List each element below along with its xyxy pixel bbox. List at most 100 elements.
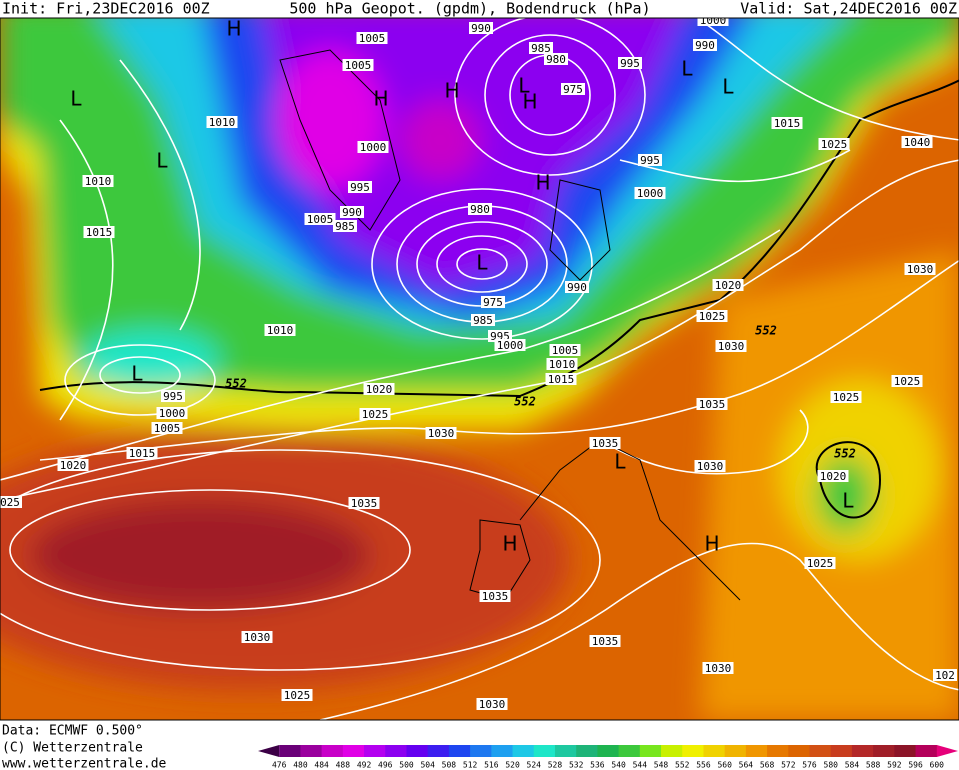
colorbar-cell <box>597 745 620 757</box>
field-low-west <box>80 330 220 390</box>
colorbar-label: 556 <box>696 761 711 770</box>
isobar-label-box <box>356 32 388 44</box>
colorbar-cell <box>915 745 938 757</box>
isobar-label: 990 <box>471 22 491 35</box>
init-time: Init: Fri,23DEC2016 00Z <box>2 0 210 18</box>
colorbar-cell <box>364 745 386 757</box>
isobar-label-box <box>469 22 493 34</box>
isobar-label-box <box>771 117 803 129</box>
isobar-label-box <box>348 181 372 193</box>
isobar-label: 1020 <box>60 459 87 472</box>
pressure-center: L <box>842 489 854 513</box>
isobar-label-box <box>933 669 957 681</box>
colorbar-label: 548 <box>654 761 669 770</box>
colorbar-label: 492 <box>357 761 372 770</box>
colorbar-label: 500 <box>399 761 414 770</box>
isobar-label-box <box>561 83 585 95</box>
isobar-label-box <box>589 437 621 449</box>
isobar-label-box <box>241 631 273 643</box>
isobar-label: 1030 <box>907 263 934 276</box>
isobar-label-box <box>634 187 666 199</box>
isobar-label: 990 <box>567 281 587 294</box>
colorbar-cell <box>661 745 683 757</box>
isobar-label: 1030 <box>244 631 271 644</box>
footer-data: Data: ECMWF 0.500° <box>2 724 143 739</box>
map-labels: 1005100510101000995990100598598099097598… <box>0 17 957 711</box>
isobar-label-box <box>715 340 747 352</box>
isobar-label-box <box>696 310 728 322</box>
map-title: 500 hPa Geopot. (gpdm), Bodendruck (hPa) <box>289 0 650 18</box>
colorbar-cell <box>300 745 323 757</box>
colorbar-cell <box>448 745 471 757</box>
colorbar-label: 600 <box>930 761 945 770</box>
isobar-label-box <box>693 39 717 51</box>
colorbar-label: 568 <box>760 761 775 770</box>
colorbar-label: 544 <box>633 761 648 770</box>
isobar-label: 1005 <box>307 213 334 226</box>
isobar-label-box <box>126 447 158 459</box>
colorbar-cell <box>873 745 895 757</box>
isobar-label: 1035 <box>351 497 378 510</box>
isobar-label: 1015 <box>86 226 113 239</box>
colorbar-cell <box>809 745 832 757</box>
isobar-label-box <box>476 698 508 710</box>
isobar-label: 1015 <box>129 447 156 460</box>
pressure-center: H <box>226 17 241 41</box>
pressure-center: H <box>535 171 550 195</box>
isobar-label-box <box>342 59 374 71</box>
colorbar-label: 576 <box>802 761 817 770</box>
isobar-label-box <box>151 422 183 434</box>
isobar-label: 985 <box>335 220 355 233</box>
map: 1005100510101000995990100598598099097598… <box>0 17 959 720</box>
isobar-label: 1010 <box>549 358 576 371</box>
isobar-label-box <box>481 296 505 308</box>
isobar-label-box <box>712 279 744 291</box>
isobar-label: 1020 <box>366 383 393 396</box>
contour-552-closed <box>816 441 882 519</box>
colorbar-label: 520 <box>505 761 520 770</box>
footer-copyright: (C) Wetterzentrale <box>2 741 143 756</box>
isobar-label: 1020 <box>820 470 847 483</box>
isobar-label: 1005 <box>345 59 372 72</box>
pressure-center: L <box>681 57 693 81</box>
isobar-label: 995 <box>163 390 183 403</box>
isobar-label: 1030 <box>705 662 732 675</box>
colorbar-label: 496 <box>378 761 393 770</box>
field-high-core <box>30 500 370 610</box>
isobar-label: 1025 <box>362 408 389 421</box>
colorbar-cell <box>279 745 301 757</box>
contour-label: 552 <box>514 395 536 409</box>
isobar-label-box <box>264 324 296 336</box>
isobar-label-box <box>891 375 923 387</box>
colorbar-cell <box>618 745 641 757</box>
isobar-label-box <box>697 18 729 26</box>
colorbar-cell <box>576 745 598 757</box>
contour-552 <box>39 79 959 398</box>
colorbar-cell <box>639 745 662 757</box>
isobar-label-box <box>479 590 511 602</box>
colorbar-label: 508 <box>442 761 457 770</box>
colorbar-label: 560 <box>717 761 732 770</box>
colorbar-label: 476 <box>272 761 287 770</box>
colorbar-label: 488 <box>336 761 351 770</box>
pressure-center: L <box>70 87 82 111</box>
colorbar-label: 528 <box>548 761 563 770</box>
colorbar-label: 524 <box>527 761 542 770</box>
isobar-label-box <box>156 407 188 419</box>
isobar-label-box <box>545 373 577 385</box>
isobar-label: 1020 <box>715 279 742 292</box>
isobar-label: 1035 <box>482 590 509 603</box>
colorbar: 476 480 484 488 492 496 500 504 508 512 516 520 524 5… <box>258 745 958 770</box>
colorbar-cell <box>554 745 577 757</box>
colorbar-cell <box>745 745 768 757</box>
isobar-label-box <box>901 136 933 148</box>
pressure-center: L <box>722 75 734 99</box>
isobar-label-box <box>589 635 621 647</box>
colorbar-label: 584 <box>845 761 860 770</box>
isobar-label: 1025 <box>821 138 848 151</box>
isobar-label-box <box>348 497 380 509</box>
isobars <box>0 18 959 720</box>
isobar-label: 1035 <box>699 398 726 411</box>
isobar-label-box <box>638 154 662 166</box>
isobar-label-box <box>340 206 364 218</box>
